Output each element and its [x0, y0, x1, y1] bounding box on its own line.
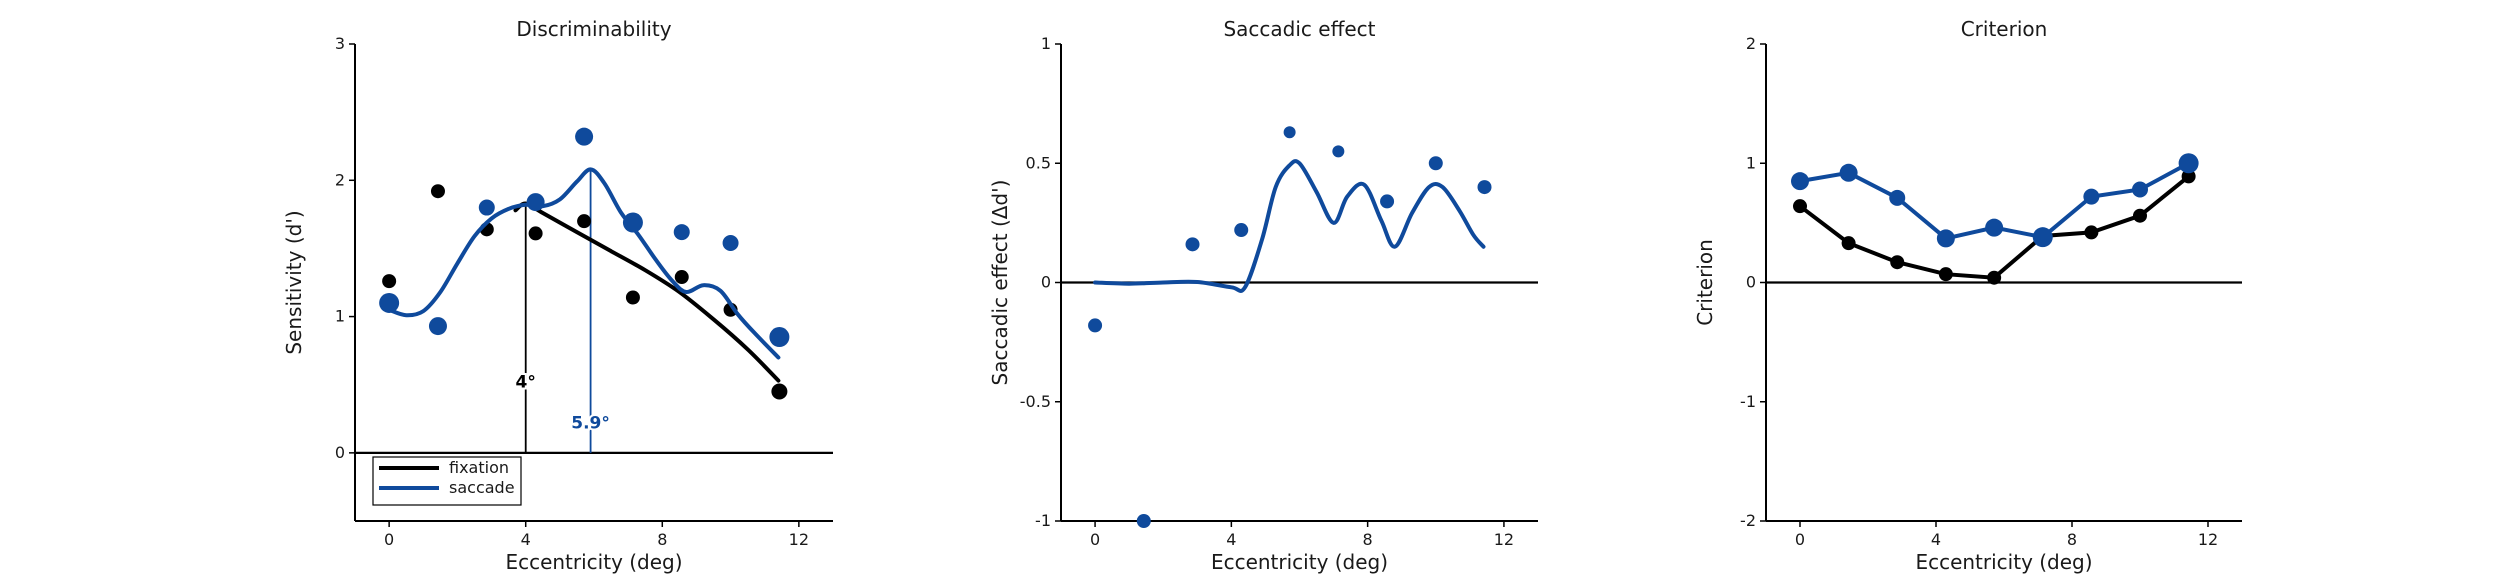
x-axis-label: Eccentricity (deg)	[1211, 550, 1388, 574]
x-tick-label: 12	[2198, 530, 2218, 549]
legend-label-fixation: fixation	[449, 458, 509, 477]
peak-annotation: 4°	[516, 372, 536, 392]
data-point	[1936, 229, 1955, 248]
fit-curve	[513, 201, 781, 383]
data-point	[528, 226, 543, 241]
data-point	[428, 317, 447, 336]
y-tick-label: 0	[1041, 273, 1051, 292]
x-axis-label: Eccentricity (deg)	[1915, 550, 2092, 574]
y-tick-label: 3	[335, 34, 345, 53]
legend-label-saccade: saccade	[449, 478, 515, 497]
x-tick-label: 8	[2067, 530, 2077, 549]
y-tick-label: 0	[335, 443, 345, 462]
y-tick-label: 0	[1746, 273, 1756, 292]
data-point	[1793, 199, 1807, 214]
data-point	[2084, 225, 2099, 240]
data-point	[379, 292, 400, 313]
data-point	[2083, 188, 2100, 205]
legend-box	[372, 456, 522, 506]
fit-curve	[1093, 159, 1486, 293]
data-point	[478, 199, 495, 216]
chart-panel-2: Saccadic effect -1 -0.5 0 0.5 1 0 4 8 12 Eccentric…	[988, 17, 1538, 574]
data-point	[722, 234, 739, 251]
data-point	[673, 224, 690, 241]
data-point	[1889, 189, 1906, 206]
x-axis-label: Eccentricity (deg)	[505, 550, 682, 574]
data-point	[2032, 227, 2053, 248]
data-point	[430, 184, 445, 199]
y-axis-label: Criterion	[1693, 239, 1717, 326]
data-point	[2178, 153, 2199, 174]
x-tick-label: 8	[1363, 530, 1373, 549]
y-tick-label: -1	[1740, 392, 1756, 411]
data-point	[1839, 163, 1858, 182]
y-tick-label: -2	[1740, 511, 1756, 530]
data-point	[1332, 145, 1345, 158]
data-point	[1428, 156, 1443, 171]
data-point	[622, 212, 643, 233]
data-point	[1987, 270, 2002, 285]
series-saccade	[1088, 126, 1492, 528]
y-tick-label: 1	[1746, 153, 1756, 172]
data-point	[2132, 181, 2148, 198]
y-tick-label: -1	[1035, 511, 1051, 530]
x-tick-label: 12	[789, 530, 809, 549]
series-saccade	[1791, 153, 2199, 248]
chart-title: Discriminability	[516, 17, 671, 41]
data-point	[1985, 218, 2004, 237]
data-point	[674, 270, 689, 285]
y-axis-label: Sensitivity (d')	[282, 210, 306, 354]
data-point	[575, 127, 594, 146]
y-tick-label: -0.5	[1020, 392, 1051, 411]
x-tick-label: 4	[1226, 530, 1236, 549]
x-tick-label: 12	[1494, 530, 1514, 549]
data-point	[1185, 237, 1200, 252]
data-point	[382, 274, 397, 289]
chart-title: Saccadic effect	[1223, 17, 1375, 41]
peak-annotation: 5.9°	[571, 413, 610, 433]
data-point	[1234, 223, 1249, 238]
data-point	[771, 383, 788, 400]
y-tick-label: 1	[335, 307, 345, 326]
series-fixation	[382, 184, 788, 400]
chart-title: Criterion	[1961, 17, 2048, 41]
y-axis-label: Saccadic effect (Δd')	[988, 180, 1012, 386]
data-point	[1380, 194, 1395, 209]
data-point	[1283, 126, 1296, 139]
series-saccade	[379, 127, 790, 360]
x-tick-label: 4	[521, 530, 531, 549]
x-tick-label: 8	[657, 530, 667, 549]
data-point	[2133, 208, 2147, 223]
data-point	[1477, 180, 1492, 195]
data-point	[1791, 172, 1809, 191]
data-point	[526, 193, 545, 212]
x-tick-label: 4	[1931, 530, 1941, 549]
data-point	[1841, 236, 1856, 251]
data-point	[1890, 255, 1905, 270]
x-tick-label: 0	[1090, 530, 1100, 549]
fit-curve	[387, 167, 781, 360]
y-tick-label: 2	[1746, 34, 1756, 53]
x-tick-label: 0	[384, 530, 394, 549]
data-point	[1088, 318, 1103, 333]
data-point	[577, 214, 592, 229]
x-tick-label: 0	[1795, 530, 1805, 549]
y-tick-label: 1	[1041, 34, 1051, 53]
data-point	[1938, 267, 1953, 282]
y-tick-label: 2	[335, 170, 345, 189]
data-point	[1136, 514, 1151, 528]
data-point	[769, 327, 790, 348]
y-tick-label: 0.5	[1026, 153, 1051, 172]
data-point	[2181, 169, 2196, 184]
data-point	[625, 290, 640, 305]
